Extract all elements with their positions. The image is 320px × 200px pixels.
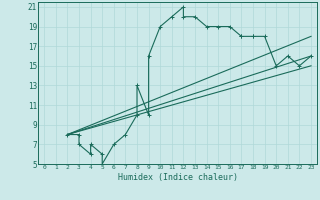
X-axis label: Humidex (Indice chaleur): Humidex (Indice chaleur) bbox=[118, 173, 238, 182]
